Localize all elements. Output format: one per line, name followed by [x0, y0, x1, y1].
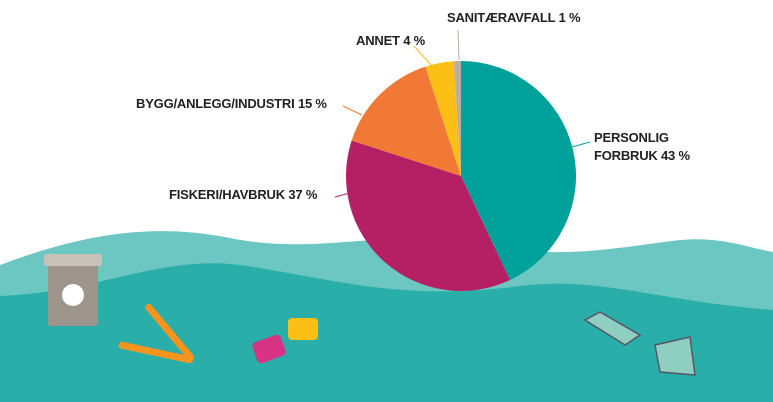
value-label: 37 % — [288, 187, 317, 202]
category-label: ANNET — [356, 33, 400, 48]
slice-label: SANITÆRAVFALL 1 % — [447, 9, 580, 27]
value-label: 15 % — [298, 96, 327, 111]
value-label: 43 % — [661, 148, 690, 163]
value-label: 4 % — [403, 33, 425, 48]
infographic: PERSONLIG FORBRUK 43 % FISKERI/HAVBRUK 3… — [0, 0, 773, 402]
bottle-cap — [288, 318, 318, 340]
chart — [0, 0, 773, 402]
category-label: BYGG/ANLEGG/INDUSTRI — [136, 96, 295, 111]
slice-label: PERSONLIG FORBRUK 43 % — [594, 129, 704, 165]
value-label: 1 % — [559, 10, 581, 25]
pie — [346, 61, 576, 291]
category-label: SANITÆRAVFALL — [447, 10, 555, 25]
category-label: FISKERI/HAVBRUK — [169, 187, 285, 202]
category-label: PERSONLIG FORBRUK — [594, 130, 669, 163]
slice-label: ANNET 4 % — [356, 32, 425, 50]
slice-label: FISKERI/HAVBRUK 37 % — [169, 186, 317, 204]
cup — [44, 254, 102, 326]
slice-label: BYGG/ANLEGG/INDUSTRI 15 % — [136, 95, 327, 113]
